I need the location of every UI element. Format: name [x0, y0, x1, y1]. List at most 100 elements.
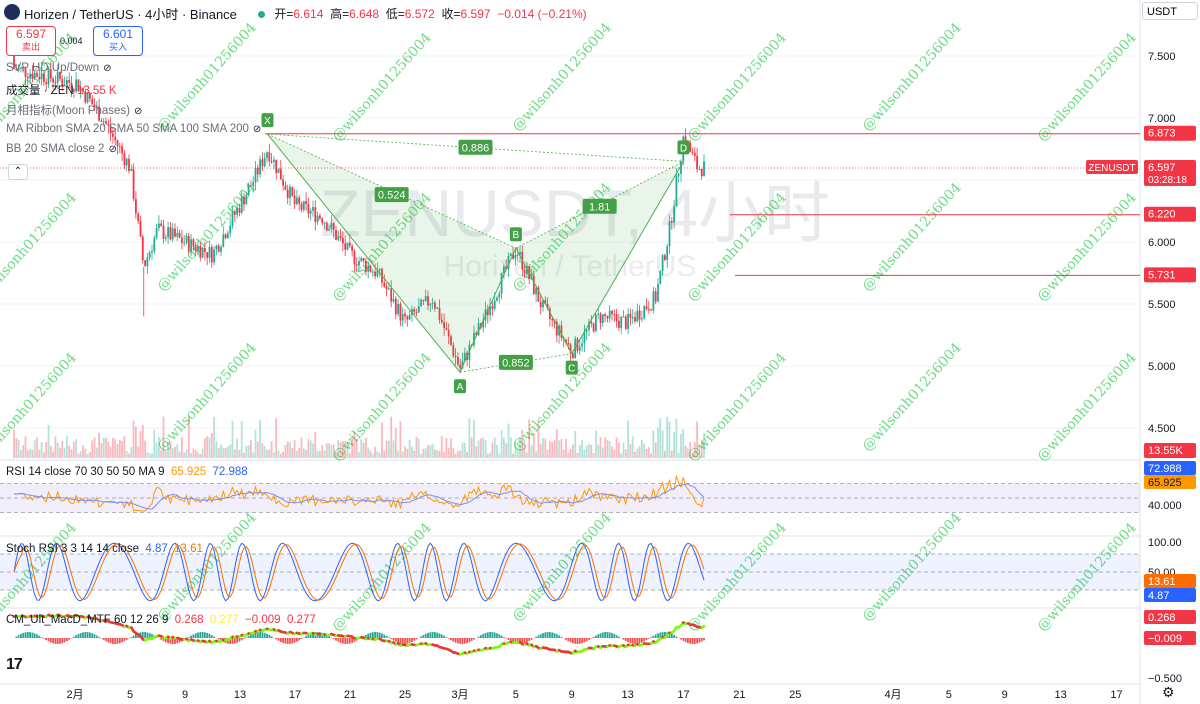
volume-bar: [530, 445, 533, 458]
macd-histogram-bar: [388, 637, 390, 638]
macd-histogram-bar: [592, 636, 595, 638]
volume-bar: [698, 446, 701, 458]
macd-histogram-bar: [668, 632, 671, 638]
candle-body: [192, 239, 195, 247]
volume-bar: [569, 448, 572, 458]
symbol-title[interactable]: Horizen / TetherUS · 4小时 · Binance: [24, 7, 237, 22]
candle-body: [102, 121, 105, 123]
candle-body: [231, 211, 234, 226]
macd-legend[interactable]: CM_Ult_MacD_MTF 60 12 26 9 0.268 0.277 −…: [6, 614, 316, 626]
rsi-legend[interactable]: RSI 14 close 70 30 50 50 MA 9 65.925 72.…: [6, 466, 248, 478]
candle-body: [394, 298, 397, 315]
gear-icon[interactable]: ⚙: [1162, 684, 1175, 700]
candle-body: [399, 303, 402, 321]
candle-body: [72, 89, 75, 92]
time-tick: 17: [289, 689, 301, 701]
watermark-user: @wilsonh01256004: [684, 30, 790, 145]
candle-body: [376, 270, 379, 277]
macd-histogram-bar: [369, 632, 372, 638]
indicator-moon[interactable]: 月相指标(Moon Phases) ⊘: [6, 105, 143, 117]
stoch-rsi-legend[interactable]: Stoch RSI 3 3 14 14 close 4.87 13.61: [6, 543, 203, 555]
candle-body: [162, 226, 165, 239]
volume-bar: [282, 451, 284, 458]
candle-body: [367, 265, 370, 272]
indicator-volume[interactable]: 成交量 · ZEN 13.55 K: [6, 85, 117, 97]
candle-body: [314, 207, 317, 222]
macd-histogram-bar: [305, 636, 307, 638]
level-price-tag: 6.220: [1148, 209, 1176, 221]
macd-histogram-bar: [385, 635, 388, 638]
macd-histogram-bar: [199, 632, 202, 638]
candle-body: [155, 228, 158, 238]
macd-histogram-bar: [169, 638, 172, 644]
macd-histogram-bar: [77, 634, 80, 638]
volume-bar: [217, 448, 220, 458]
candle-body: [436, 307, 439, 309]
volume-bar: [243, 452, 245, 458]
volume-bar: [86, 453, 89, 458]
macd-histogram-bar: [558, 635, 560, 638]
candle-body: [66, 80, 68, 85]
macd-histogram-bar: [601, 632, 604, 638]
price-tick: 7.000: [1148, 113, 1176, 125]
volume-bar: [302, 448, 305, 458]
candle-body: [56, 71, 59, 83]
macd-histogram-bar: [420, 636, 422, 638]
candle-body: [15, 68, 18, 70]
time-tick: 9: [182, 689, 188, 701]
volume-bar: [388, 440, 390, 458]
macd-histogram-bar: [365, 634, 367, 638]
macd-histogram-bar: [125, 638, 128, 640]
chart-header: Horizen / TetherUS · 4小时 · Binance 开=6.6…: [0, 0, 1140, 24]
volume-bar: [599, 437, 602, 458]
volume-bar: [162, 416, 165, 458]
indicator-bb[interactable]: BB 20 SMA close 2 ⊘: [6, 143, 117, 155]
candle-body: [222, 234, 225, 247]
volume-bar: [135, 426, 137, 458]
candle-body: [254, 167, 257, 183]
macd-histogram-bar: [670, 633, 673, 638]
macd-histogram-bar: [443, 635, 445, 638]
macd-histogram-bar: [238, 638, 241, 642]
macd-histogram-bar: [259, 632, 261, 638]
macd-histogram-bar: [431, 632, 434, 638]
macd-histogram-bar: [289, 638, 291, 644]
indicator-svp[interactable]: SVP HD Up/Down ⊘: [6, 62, 112, 74]
candle-body: [20, 67, 22, 69]
candle-body: [169, 227, 172, 240]
candle-body: [268, 152, 271, 162]
currency-selector[interactable]: USDT: [1142, 2, 1198, 20]
tradingview-logo[interactable]: 17: [6, 656, 23, 673]
volume-bar: [68, 445, 71, 458]
candle-body: [300, 203, 303, 210]
volume-bar: [454, 453, 457, 458]
spread-value: 0.004: [60, 36, 83, 46]
macd-histogram-bar: [498, 634, 501, 638]
pattern-point-box: [565, 360, 578, 375]
sell-button[interactable]: 6.597 卖出: [6, 26, 56, 56]
buy-button[interactable]: 6.601 买入: [93, 26, 143, 56]
collapse-indicators-button[interactable]: ⌃: [8, 164, 28, 180]
volume-bar: [346, 442, 349, 458]
volume-bar: [420, 453, 422, 458]
candle-body: [38, 76, 41, 80]
candle-body: [217, 245, 220, 252]
candle-body: [422, 299, 425, 301]
macd-histogram-bar: [588, 638, 590, 640]
macd-histogram-bar: [638, 638, 641, 644]
indicator-ma-ribbon[interactable]: MA Ribbon SMA 20 SMA 50 SMA 100 SMA 200 ⊘: [6, 123, 262, 135]
macd-histogram-bar: [282, 638, 284, 643]
macd-histogram-bar: [424, 633, 427, 638]
macd-histogram-bar: [151, 634, 153, 638]
candle-body: [555, 321, 558, 336]
volume-bar: [436, 450, 439, 458]
candle-body: [160, 223, 163, 227]
volume-bar: [636, 448, 639, 458]
candle-body: [597, 313, 600, 315]
price-axis: 7.5007.0006.5006.0005.5005.0004.5006.873…: [1144, 51, 1196, 685]
macd-histogram-bar: [567, 638, 570, 642]
pattern-point-label: A: [457, 382, 464, 393]
candle-body: [560, 325, 563, 338]
macd-histogram-bar: [367, 633, 370, 638]
